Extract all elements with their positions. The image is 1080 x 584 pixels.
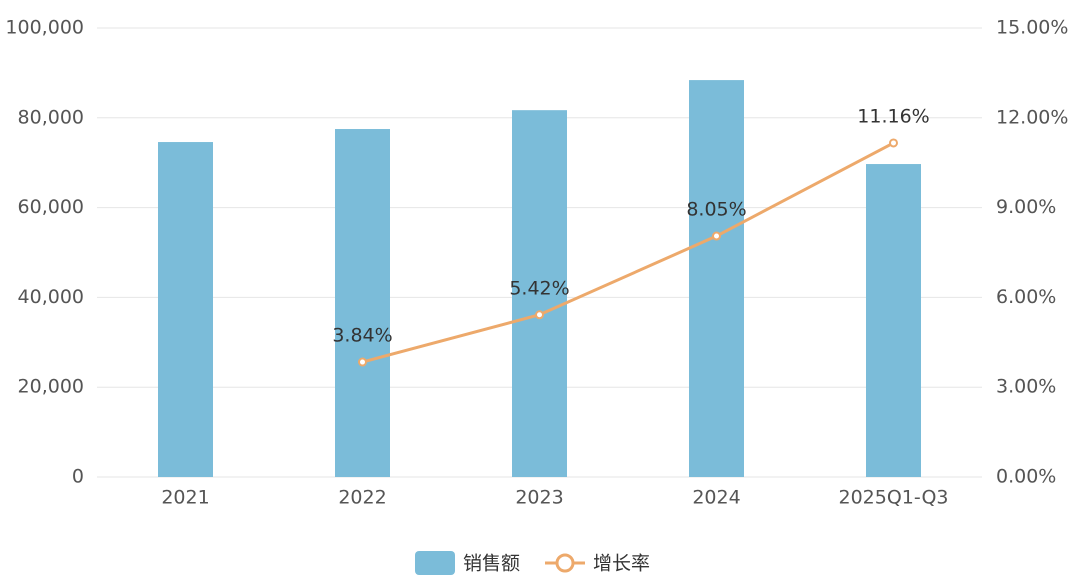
point [712,231,721,241]
legend-label: 销售额 [463,553,520,575]
bar [335,129,390,477]
value-label: 5.42% [509,277,569,299]
y2-tick-label: 3.00% [996,376,1056,398]
y-tick-label: 0 [72,466,84,488]
y2-tick-label: 6.00% [996,286,1056,308]
legend-swatch [555,553,575,573]
y2-tick-label: 12.00% [996,106,1068,128]
legend-swatch [415,551,455,575]
legend-label: 增长率 [593,553,650,575]
bar [158,142,213,477]
line [362,141,895,364]
bar [866,164,921,477]
x-tick-label: 2021 [161,487,209,509]
y-tick-label: 100,000 [5,17,84,39]
y2-tick-label: 9.00% [996,196,1056,218]
point [358,357,367,367]
y-tick-label: 40,000 [18,286,84,308]
y-tick-label: 80,000 [18,106,84,128]
point [535,310,544,320]
y-tick-label: 60,000 [18,196,84,218]
x-tick-label: 2024 [692,487,740,509]
x-tick-label: 2023 [515,487,563,509]
bar [512,110,567,478]
value-label: 11.16% [857,105,929,127]
y-tick-label: 20,000 [18,376,84,398]
x-tick-label: 2025Q1-Q3 [839,487,949,509]
value-label: 3.84% [332,325,392,347]
y2-tick-label: 15.00% [996,17,1068,39]
bar [689,80,744,478]
x-tick-label: 2022 [338,487,386,509]
point [889,138,898,148]
value-label: 8.05% [686,199,746,221]
y2-tick-label: 0.00% [996,466,1056,488]
